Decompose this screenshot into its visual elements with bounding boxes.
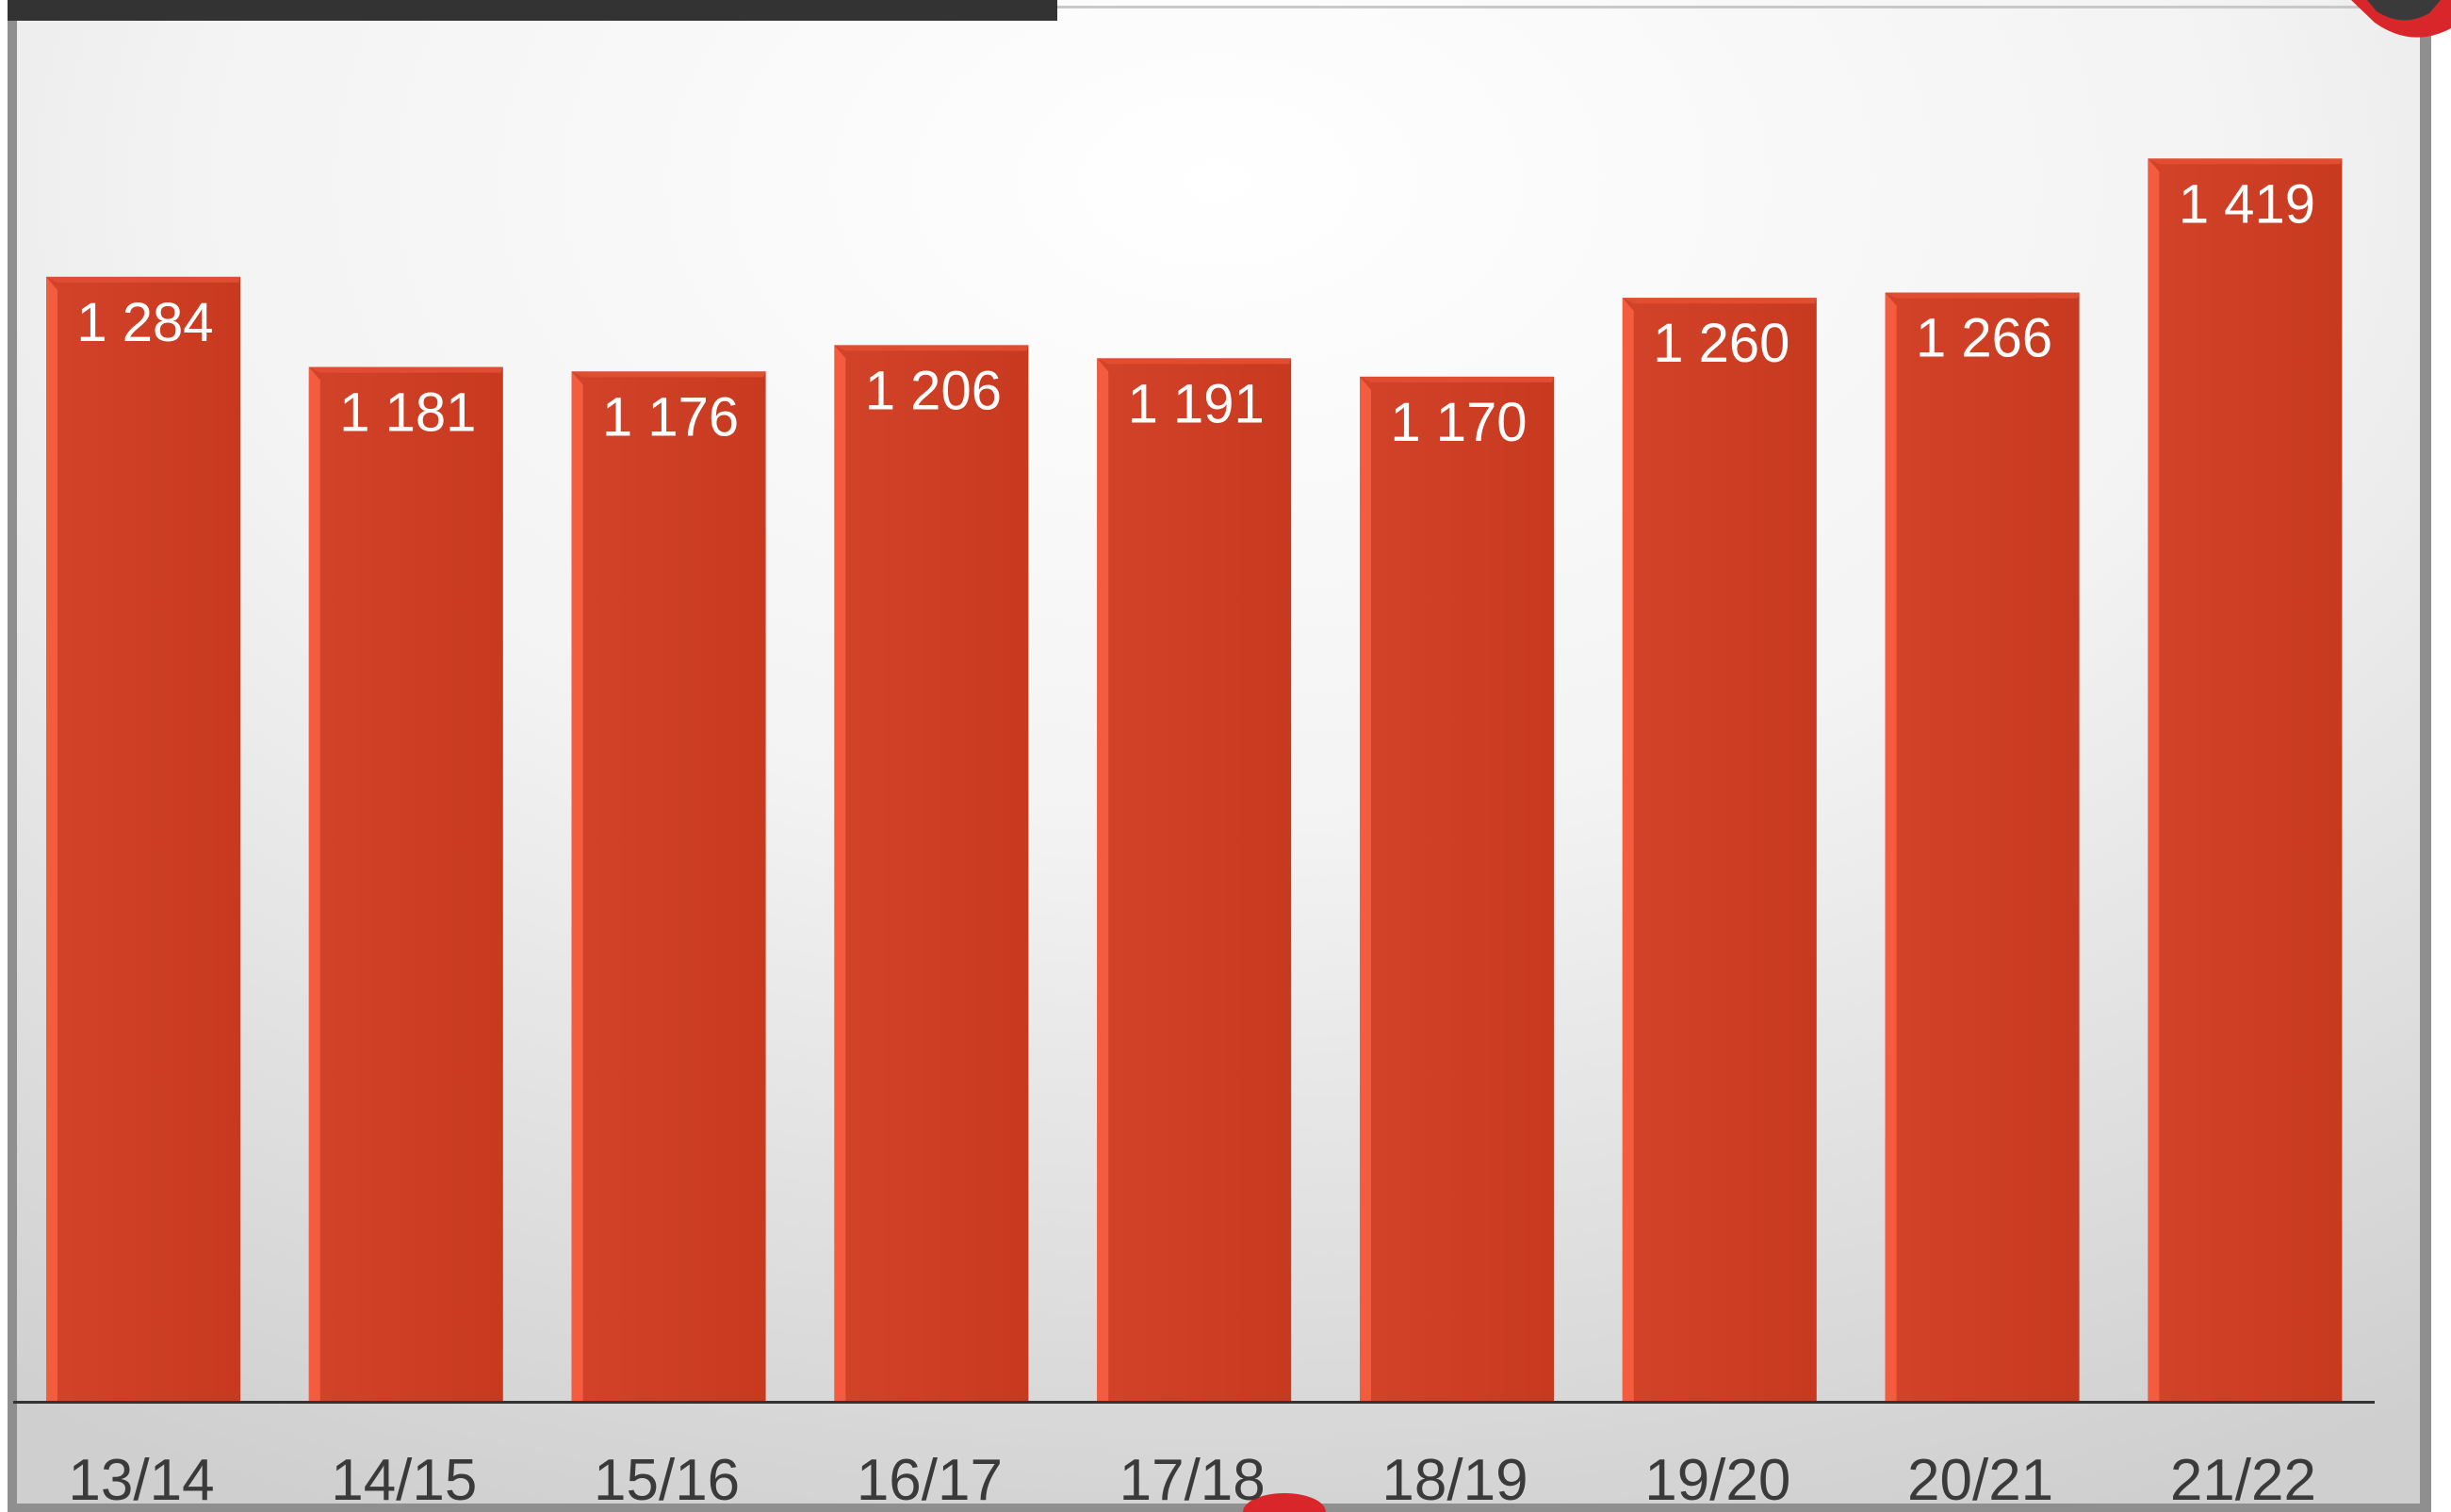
bar-bevel [571, 371, 583, 1402]
bar-20-21 [1885, 292, 2080, 1402]
bar-top-bevel [308, 366, 503, 373]
bar-16-17 [834, 345, 1029, 1402]
bar-value-label: 1 206 [865, 360, 1002, 421]
x-axis-baseline [13, 1401, 2375, 1404]
bar-top-bevel [1360, 376, 1554, 382]
x-tick-label: 17/18 [1119, 1448, 1266, 1512]
bar-face [46, 276, 240, 1402]
bar-face [2148, 158, 2343, 1403]
bar-value-label: 1 176 [602, 386, 739, 447]
bar-bevel [46, 276, 57, 1402]
bar-face [308, 366, 503, 1402]
bar-21-22 [2148, 158, 2343, 1403]
top-dark-rule [8, 0, 1057, 21]
bar-bevel [834, 345, 846, 1402]
x-tick-label: 16/17 [857, 1448, 1003, 1512]
frame-right-edge [2420, 19, 2431, 1512]
x-tick-label: 13/14 [68, 1448, 214, 1512]
x-tick-label: 15/16 [594, 1448, 740, 1512]
bar-top-bevel [1097, 358, 1292, 365]
bar-top-bevel [46, 276, 240, 283]
bars-layer [46, 158, 2343, 1403]
corner-badge-inner [2367, 0, 2441, 21]
bar-18-19 [1360, 376, 1554, 1402]
bar-15-16 [571, 371, 766, 1402]
bar-top-bevel [1622, 298, 1817, 304]
frame-bottom-edge [8, 1504, 2431, 1512]
bar-bevel [1360, 376, 1371, 1402]
bar-bevel [1885, 292, 1897, 1402]
x-tick-label: 21/22 [2170, 1448, 2316, 1512]
x-tick-label: 14/15 [331, 1448, 477, 1512]
value-labels-layer: 1 284 1 181 1 176 1 206 1 191 1 170 1 260 1 266… [76, 173, 2315, 453]
bar-top-bevel [1885, 292, 2080, 299]
bar-value-label: 1 284 [76, 292, 213, 353]
bar-top-bevel [2148, 158, 2343, 165]
bar-face [1622, 298, 1817, 1403]
bar-face [834, 345, 1029, 1402]
bar-17-18 [1097, 358, 1292, 1402]
bar-face [571, 371, 766, 1402]
bar-bevel [1622, 298, 1634, 1403]
bar-bevel [2148, 158, 2160, 1403]
bar-top-bevel [571, 371, 766, 378]
bar-face [1360, 376, 1554, 1402]
bar-face [1097, 358, 1292, 1402]
bottom-red-marker [1243, 1493, 1326, 1512]
x-tick-label: 20/21 [1907, 1448, 2053, 1512]
bar-value-label: 1 191 [1128, 373, 1265, 434]
bar-value-label: 1 170 [1390, 392, 1527, 453]
x-tick-labels-layer: 13/14 14/15 15/16 16/17 17/18 18/19 19/20 20/21… [68, 1448, 2316, 1512]
bar-bevel [1097, 358, 1109, 1402]
x-tick-label: 18/19 [1381, 1448, 1528, 1512]
bar-13-14 [46, 276, 240, 1402]
frame-left-edge [8, 0, 17, 1512]
top-light-rule [1057, 6, 2395, 8]
x-tick-label: 19/20 [1644, 1448, 1790, 1512]
bar-value-label: 1 260 [1653, 313, 1789, 374]
bar-value-label: 1 266 [1916, 308, 2052, 369]
bar-19-20 [1622, 298, 1817, 1403]
bar-value-label: 1 419 [2179, 173, 2315, 235]
bar-value-label: 1 181 [339, 382, 476, 444]
bar-face [1885, 292, 2080, 1402]
bar-top-bevel [834, 345, 1029, 351]
bar-14-15 [308, 366, 503, 1402]
bar-bevel [308, 366, 320, 1402]
